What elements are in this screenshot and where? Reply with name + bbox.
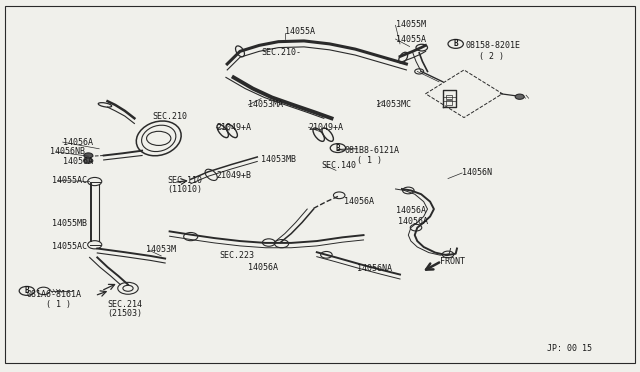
Text: 14056A: 14056A [63,157,93,166]
Text: 081A6-8161A: 081A6-8161A [27,290,82,299]
Text: 14055MB: 14055MB [52,219,88,228]
Text: 14056N: 14056N [462,169,492,177]
Text: 14053M: 14053M [146,246,176,254]
Text: 14056A: 14056A [398,217,428,226]
Text: 08158-8201E: 08158-8201E [466,41,521,50]
Text: SEC.223: SEC.223 [219,251,254,260]
Text: 14056A: 14056A [63,138,93,147]
Text: 14055A: 14055A [285,27,315,36]
Circle shape [84,153,93,158]
Text: 14056NA: 14056NA [357,264,392,273]
Text: 14056A: 14056A [396,206,426,215]
Text: 21049+A: 21049+A [216,123,252,132]
Text: (11010): (11010) [168,185,203,194]
Circle shape [515,94,524,99]
Text: (21503): (21503) [108,309,143,318]
Text: FRONT: FRONT [440,257,465,266]
Text: 21049+B: 21049+B [216,171,252,180]
Text: 21049+A: 21049+A [308,123,344,132]
Text: SEC.210: SEC.210 [152,112,188,121]
Text: SEC.214: SEC.214 [108,300,143,309]
Text: B: B [24,286,29,295]
Text: 14053MC: 14053MC [376,100,412,109]
Text: 14055M: 14055M [396,20,426,29]
Text: JP: 00 15: JP: 00 15 [547,344,592,353]
Text: 081B8-6121A: 081B8-6121A [344,146,399,155]
Text: ( 1 ): ( 1 ) [357,156,382,165]
Text: 14056A: 14056A [248,263,278,272]
Text: SEC.140: SEC.140 [321,161,356,170]
Text: 14055AC: 14055AC [52,242,88,251]
Text: 14053MB: 14053MB [261,155,296,164]
Bar [446,100,452,105]
Text: ( 1 ): ( 1 ) [46,300,71,309]
Text: SEC.210-: SEC.210- [261,48,301,57]
Text: ( 2 ): ( 2 ) [479,52,504,61]
Text: 14055AC: 14055AC [52,176,88,185]
Text: B: B [335,144,340,153]
Text: B: B [453,39,458,48]
Text: 14053MA: 14053MA [248,100,284,109]
Circle shape [84,158,93,163]
Text: 14056A: 14056A [344,197,374,206]
Text: 14055A: 14055A [396,35,426,44]
Text: SEC.110: SEC.110 [168,176,203,185]
Bar [446,95,452,99]
Text: 14056NB: 14056NB [50,147,85,156]
